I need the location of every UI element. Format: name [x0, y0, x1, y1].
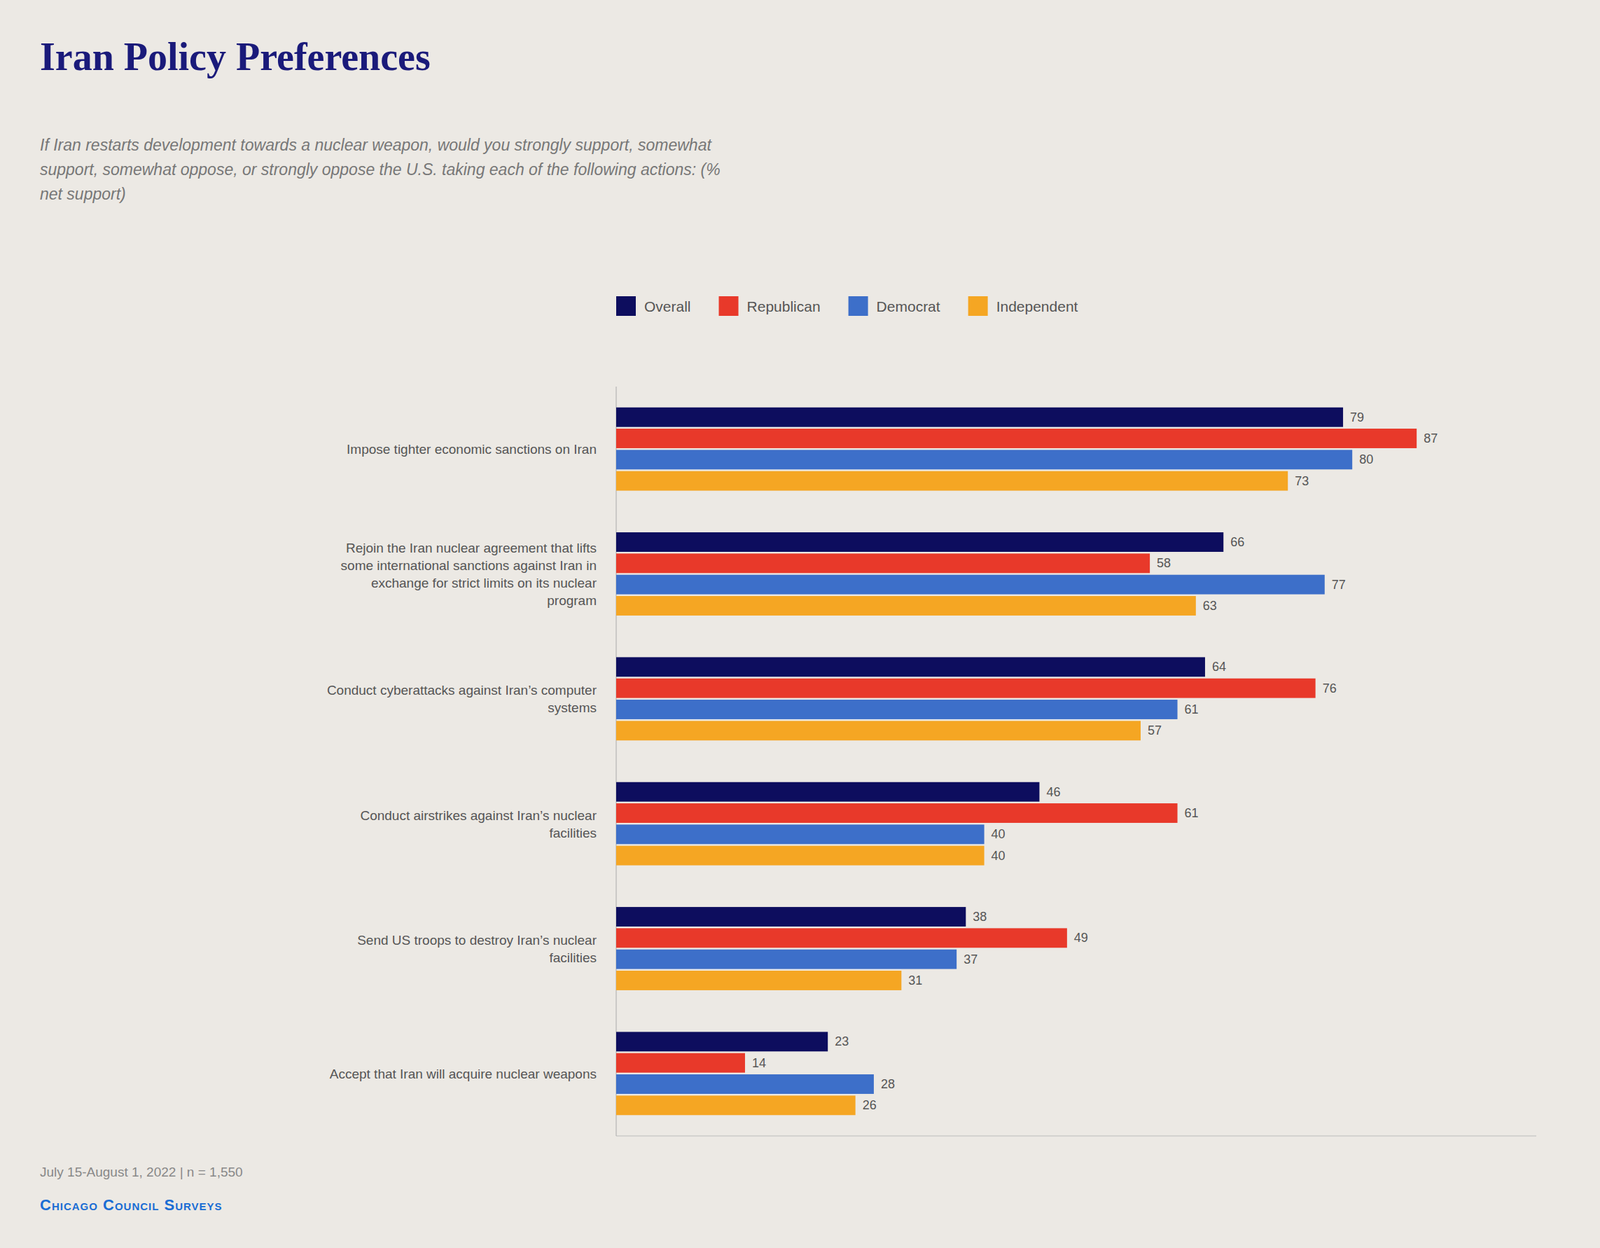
legend-label: Independent [996, 298, 1079, 315]
category-label-line: systems [547, 700, 597, 715]
bar [616, 720, 1141, 741]
legend-swatch [968, 296, 989, 316]
data-label: 61 [1184, 702, 1199, 717]
data-label: 31 [908, 973, 923, 988]
bar [616, 906, 966, 927]
data-label: 37 [963, 952, 978, 967]
legend-swatch [719, 296, 739, 316]
data-label: 57 [1147, 723, 1162, 738]
bar [616, 927, 1068, 948]
data-label: 66 [1230, 534, 1245, 549]
category-label-line: Send US troops to destroy Iran’s nuclear [357, 932, 598, 948]
subtitle-line: If Iran restarts development towards a n… [39, 135, 713, 155]
data-label: 46 [1046, 784, 1061, 799]
bar [616, 1095, 856, 1115]
category-label-line: program [546, 593, 597, 608]
bar [616, 1074, 874, 1094]
data-label: 73 [1294, 474, 1309, 489]
data-label: 28 [880, 1076, 895, 1091]
bar [616, 782, 1040, 802]
bar [616, 970, 902, 991]
data-label: 14 [752, 1055, 767, 1070]
category-label: Send US troops to destroy Iran’s nuclear… [357, 932, 598, 965]
data-label: 49 [1074, 930, 1089, 945]
category-label-line: Impose tighter economic sanctions on Ira… [346, 441, 597, 457]
data-label: 38 [972, 909, 987, 924]
legend-label: Overall [644, 298, 692, 315]
category-label: Conduct airstrikes against Iran’s nuclea… [359, 807, 597, 840]
data-label: 61 [1184, 805, 1199, 820]
bar [616, 656, 1206, 677]
footnote: July 15-August 1, 2022 | n = 1,550 [39, 1164, 243, 1180]
bar [616, 471, 1288, 491]
data-label: 87 [1423, 431, 1438, 446]
data-label: 23 [834, 1034, 849, 1049]
category-label: Impose tighter economic sanctions on Ira… [346, 441, 597, 457]
title: Iran Policy Preferences [39, 35, 431, 79]
bar [616, 1053, 746, 1073]
category-label-line: Conduct airstrikes against Iran’s nuclea… [359, 807, 597, 823]
category-label: Accept that Iran will acquire nuclear we… [329, 1065, 597, 1081]
bars [616, 407, 1417, 1116]
category-label: Rejoin the Iran nuclear agreement that l… [341, 540, 598, 608]
data-label: 40 [991, 826, 1006, 841]
bar [616, 949, 957, 970]
data-labels: 79 87 80 73 66 58 77 63 64 76 61 57 46 61 40 40 38 49 37 31… [752, 410, 1438, 1113]
legend-swatch [616, 296, 636, 316]
data-label: 64 [1212, 659, 1227, 674]
bar [616, 407, 1344, 428]
bar [616, 449, 1353, 470]
subtitle-line: support, somewhat oppose, or strongly op… [39, 160, 721, 179]
category-label-line: Conduct cyberattacks against Iran’s comp… [327, 682, 598, 698]
background [0, 0, 1600, 1248]
bar [616, 428, 1417, 449]
subtitle-line: net support) [39, 184, 127, 204]
data-label: 76 [1322, 681, 1337, 696]
legend-label: Democrat [876, 298, 941, 315]
data-label: 58 [1156, 555, 1171, 570]
category-label-line: exchange for strict limits on its nuclea… [371, 575, 598, 591]
data-label: 26 [862, 1097, 877, 1112]
source: Chicago Council Surveys [39, 1195, 223, 1214]
y-axis-line [616, 386, 617, 1136]
data-label: 63 [1202, 598, 1217, 613]
data-label: 77 [1331, 577, 1346, 592]
legend-label: Republican [747, 298, 821, 315]
legend: Overall Republican Democrat Independent [616, 296, 1079, 316]
bar [616, 803, 1178, 823]
category-label-line: facilities [548, 824, 597, 840]
bar [616, 574, 1325, 595]
data-label: 79 [1350, 410, 1365, 425]
bar [616, 845, 985, 866]
bar [616, 532, 1224, 552]
legend-swatch [848, 296, 869, 316]
bar [616, 699, 1178, 720]
bar [616, 824, 985, 844]
category-label-line: Accept that Iran will acquire nuclear we… [329, 1065, 597, 1081]
category-label: Conduct cyberattacks against Iran’s comp… [327, 682, 598, 715]
subtitle: If Iran restarts development towards a n… [39, 135, 721, 204]
category-label-line: Rejoin the Iran nuclear agreement that l… [345, 540, 597, 556]
data-label: 40 [991, 848, 1006, 863]
x-axis-line [616, 1135, 1537, 1137]
data-label: 80 [1359, 452, 1374, 467]
bar [616, 678, 1316, 699]
category-label-line: some international sanctions against Ira… [341, 558, 597, 573]
bar [616, 1031, 828, 1052]
chart: Iran Policy Preferences If Iran restarts … [0, 0, 1600, 1248]
category-label-line: facilities [548, 950, 597, 965]
bar [616, 595, 1196, 616]
bar [616, 553, 1150, 573]
